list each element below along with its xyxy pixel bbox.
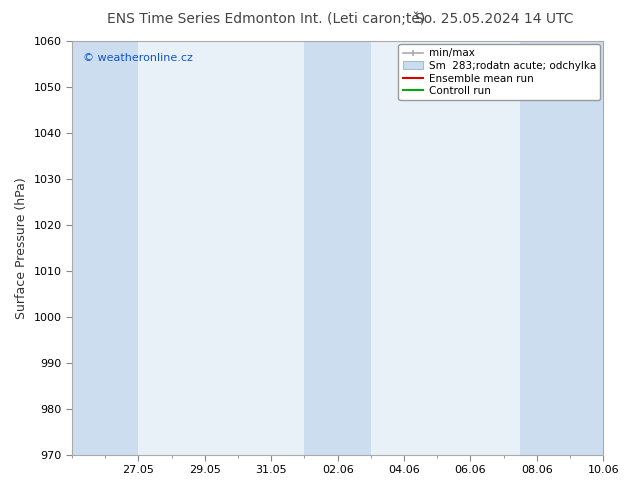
Bar <box>521 41 603 455</box>
Text: © weatheronline.cz: © weatheronline.cz <box>82 53 193 64</box>
Bar <box>72 41 138 455</box>
Text: So. 25.05.2024 14 UTC: So. 25.05.2024 14 UTC <box>415 12 574 26</box>
Bar <box>304 41 371 455</box>
Legend: min/max, Sm  283;rodatn acute; odchylka, Ensemble mean run, Controll run: min/max, Sm 283;rodatn acute; odchylka, … <box>398 44 600 100</box>
Text: ENS Time Series Edmonton Int. (Leti caron;tě): ENS Time Series Edmonton Int. (Leti caro… <box>107 12 425 26</box>
Y-axis label: Surface Pressure (hPa): Surface Pressure (hPa) <box>15 177 28 318</box>
